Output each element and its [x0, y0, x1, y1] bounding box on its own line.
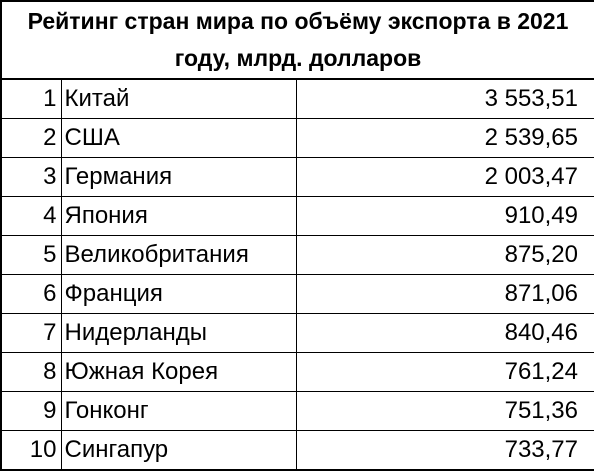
- table-row: 8 Южная Корея 761,24: [0, 352, 594, 392]
- value-cell: 910,49: [295, 196, 594, 236]
- table-row: 1 Китай 3 553,51: [0, 78, 594, 119]
- country-cell: Китай: [60, 78, 297, 119]
- table-row: 9 Гонконг 751,36: [0, 391, 594, 431]
- rank-cell: 1: [0, 78, 62, 119]
- rank-cell: 6: [0, 274, 62, 314]
- table-row: 4 Япония 910,49: [0, 196, 594, 236]
- title-row: Рейтинг стран мира по объёму экспорта в …: [0, 0, 594, 80]
- country-cell: Япония: [60, 196, 297, 236]
- table-title: Рейтинг стран мира по объёму экспорта в …: [0, 0, 594, 80]
- country-cell: Сингапур: [60, 430, 297, 471]
- rank-cell: 8: [0, 352, 62, 392]
- table-row: 10 Сингапур 733,77: [0, 430, 594, 471]
- table-row: 7 Нидерланды 840,46: [0, 313, 594, 353]
- rank-cell: 10: [0, 430, 62, 471]
- country-cell: Южная Корея: [60, 352, 297, 392]
- value-cell: 2 539,65: [295, 118, 594, 158]
- country-cell: Великобритания: [60, 235, 297, 275]
- rank-cell: 7: [0, 313, 62, 353]
- country-cell: Франция: [60, 274, 297, 314]
- value-cell: 840,46: [295, 313, 594, 353]
- value-cell: 2 003,47: [295, 157, 594, 197]
- table-row: 6 Франция 871,06: [0, 274, 594, 314]
- value-cell: 733,77: [295, 430, 594, 471]
- country-cell: Германия: [60, 157, 297, 197]
- country-cell: Нидерланды: [60, 313, 297, 353]
- value-cell: 3 553,51: [295, 78, 594, 119]
- country-cell: Гонконг: [60, 391, 297, 431]
- rank-cell: 3: [0, 157, 62, 197]
- value-cell: 875,20: [295, 235, 594, 275]
- rank-cell: 4: [0, 196, 62, 236]
- table-row: 5 Великобритания 875,20: [0, 235, 594, 275]
- value-cell: 751,36: [295, 391, 594, 431]
- rank-cell: 9: [0, 391, 62, 431]
- rank-cell: 2: [0, 118, 62, 158]
- value-cell: 761,24: [295, 352, 594, 392]
- country-cell: США: [60, 118, 297, 158]
- value-cell: 871,06: [295, 274, 594, 314]
- rank-cell: 5: [0, 235, 62, 275]
- table-row: 3 Германия 2 003,47: [0, 157, 594, 197]
- table-row: 2 США 2 539,65: [0, 118, 594, 158]
